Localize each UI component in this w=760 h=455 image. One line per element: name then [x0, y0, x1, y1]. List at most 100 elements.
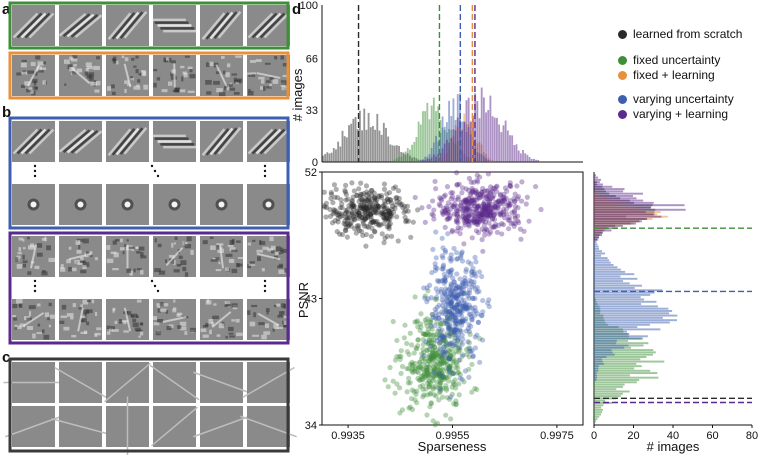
histogram-bar: [476, 101, 479, 162]
x-tick-label: 0.9955: [436, 430, 470, 442]
scatter-point: [440, 394, 446, 400]
filter-tile: [151, 406, 198, 447]
scatter-point: [426, 358, 432, 364]
scatter-point: [486, 220, 492, 226]
scatter-point: [366, 196, 372, 202]
scatter-point: [457, 307, 463, 314]
scatter-point: [437, 328, 443, 334]
scatter-point: [422, 219, 428, 225]
scatter-point: [488, 213, 494, 219]
scatter-point: [480, 192, 486, 198]
texture-blob: [96, 56, 101, 60]
texture-stroke: [77, 307, 84, 332]
scatter-point: [472, 295, 478, 302]
scatter-point: [466, 328, 472, 334]
texture-blob: [120, 247, 125, 251]
scatter-point: [321, 203, 327, 209]
scatter-point: [474, 210, 480, 217]
histogram-bar: [419, 159, 422, 162]
scatter-point: [454, 203, 460, 209]
scatter-point: [472, 213, 479, 220]
scatter-series: [412, 170, 544, 254]
texture-blob: [124, 88, 127, 94]
histogram-bar: [337, 141, 340, 162]
ellipsis-dot: [33, 284, 37, 288]
histogram-bar: [463, 122, 466, 162]
scatter-point: [466, 281, 472, 287]
scatter-point: [429, 350, 435, 356]
texture-blob: [114, 320, 118, 325]
scatter-point: [392, 184, 399, 190]
scatter-point: [457, 311, 463, 317]
scatter-point: [438, 387, 444, 393]
scatter-point: [461, 306, 468, 312]
scatter-point: [447, 315, 453, 321]
ellipsis-dot: [263, 174, 267, 178]
scatter-point: [427, 404, 433, 410]
gabor-stripe: [119, 127, 144, 155]
scatter-point: [452, 314, 458, 321]
scatter-point: [458, 199, 464, 205]
texture-blob: [226, 63, 231, 68]
scatter-point: [487, 208, 493, 214]
scatter-point: [488, 209, 494, 215]
gabor-stripe: [70, 130, 99, 154]
histogram-bar: [594, 399, 606, 402]
histogram-bar: [594, 411, 603, 414]
scatter-point: [419, 355, 425, 362]
legend-label: learned from scratch: [633, 27, 743, 41]
histogram-bar: [594, 316, 663, 319]
histogram-bar: [461, 130, 464, 162]
scatter-point: [362, 207, 368, 214]
scatter-point: [389, 213, 395, 219]
texture-blob: [247, 264, 251, 269]
scatter-point: [356, 215, 362, 221]
scatter-point: [381, 211, 387, 217]
scatter-point: [368, 211, 374, 217]
scatter-point: [359, 191, 365, 198]
texture-stroke: [22, 312, 45, 327]
scatter-point: [447, 353, 454, 359]
histogram-bar: [594, 314, 678, 317]
scatter-point: [474, 289, 480, 295]
scatter-point: [429, 326, 435, 332]
scatter-point: [484, 205, 490, 211]
scatter-point: [468, 314, 475, 320]
top-hist-tick-label: 0: [312, 157, 318, 169]
scatter-point: [471, 218, 477, 224]
scatter-point: [429, 337, 435, 343]
scatter-point: [444, 314, 450, 320]
texture-blob: [124, 244, 128, 247]
gabor-stripe: [16, 12, 43, 39]
texture-blob: [248, 90, 254, 96]
scatter-point: [436, 302, 442, 308]
scatter-point: [364, 207, 370, 214]
scatter-point: [461, 217, 467, 223]
texture-blob: [258, 322, 265, 326]
scatter-point: [472, 254, 478, 260]
scatter-point: [453, 249, 460, 256]
texture-blob: [20, 84, 25, 89]
scatter-point: [486, 202, 492, 208]
scatter-point: [466, 219, 472, 225]
scatter-point: [445, 329, 451, 336]
texture-blob: [94, 332, 101, 336]
scatter-point: [461, 197, 468, 203]
scatter-point: [348, 201, 354, 207]
histogram-bar: [594, 365, 642, 368]
histogram-bar: [594, 360, 603, 363]
scatter-point: [443, 274, 449, 280]
texture-blob: [277, 314, 284, 318]
scatter-point: [362, 216, 368, 222]
scatter-point: [453, 317, 459, 324]
scatter-point: [438, 286, 444, 292]
scatter-point: [460, 279, 466, 286]
scatter-point: [416, 360, 423, 366]
scatter-point: [368, 213, 374, 220]
scatter-point: [390, 378, 396, 384]
scatter-point: [412, 397, 418, 403]
scatter-point: [475, 229, 482, 236]
texture-blob: [106, 325, 111, 330]
histogram-bar: [594, 310, 673, 312]
scatter-point: [454, 211, 461, 217]
